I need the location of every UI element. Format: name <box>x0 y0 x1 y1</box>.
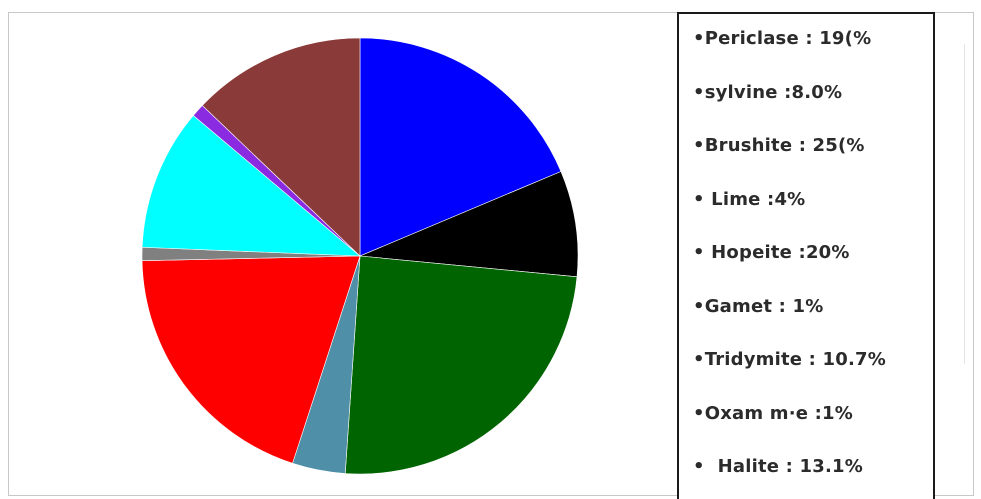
legend-item-5: •Gamet : 1% <box>693 295 824 317</box>
pie-slice-4 <box>141 255 361 464</box>
legend-item-6: •Tridymite : 10.7% <box>693 349 886 370</box>
legend-item-0: •Periclase : 19(% <box>693 28 872 49</box>
pie-slice-8 <box>201 37 361 257</box>
pie-slice-6 <box>141 115 361 257</box>
legend-item-1: •sylvine :8.0% <box>693 81 843 103</box>
legend-item-4: • Hopeite :20% <box>693 242 850 263</box>
legend-box: •Periclase : 19(% •sylvine :8.0% •Brushite… <box>677 12 935 499</box>
divider <box>964 44 965 364</box>
legend-item-2: •Brushite : 25(% <box>693 135 865 156</box>
pie-slice-0 <box>359 37 562 257</box>
legend-item-8: • Halite : 13.1% <box>693 456 863 477</box>
legend-item-7: •Oxam m·e :1% <box>693 402 854 424</box>
legend-item-3: • Lime :4% <box>693 188 806 210</box>
pie-slice-2 <box>344 255 578 475</box>
pie-slice-1 <box>359 171 579 278</box>
